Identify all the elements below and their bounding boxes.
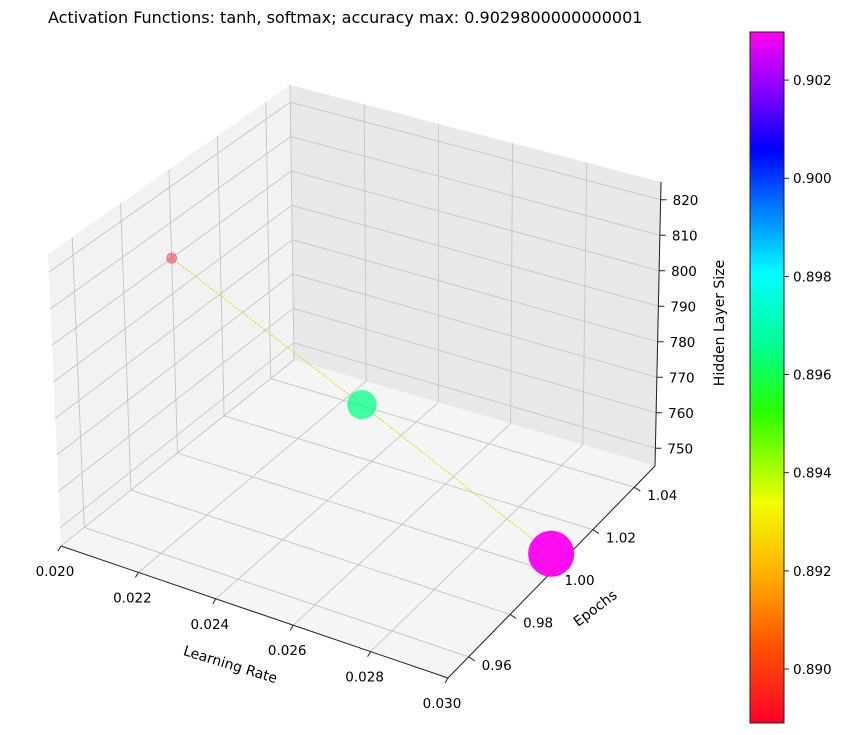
data-layer (166, 252, 575, 577)
x-tick-label: 0.030 (423, 696, 462, 712)
z-tick-label: 750 (667, 441, 693, 457)
y-tick-mark (592, 529, 600, 535)
y-grid-left (216, 135, 225, 416)
z-tick-label: 760 (668, 406, 694, 422)
x-tick-label: 0.024 (190, 617, 229, 633)
x-tick-mark (57, 545, 62, 552)
z-grid-left (50, 136, 292, 310)
z-grid-back (292, 239, 658, 343)
z-tick-label: 790 (670, 299, 696, 315)
x-tick-mark (367, 651, 372, 657)
x-tick-mark (289, 624, 294, 631)
z-tick-label: 780 (670, 335, 696, 351)
z-tick-label: 770 (669, 370, 695, 386)
colorbar-tick-label: 0.902 (793, 73, 832, 89)
colorbar-tick-label: 0.894 (793, 466, 832, 482)
y-tick-label: 0.96 (482, 658, 512, 674)
z-grid-back (290, 101, 661, 201)
data-point (347, 389, 377, 420)
colorbar-tick-label: 0.896 (793, 368, 832, 384)
x-tick-mark (444, 677, 449, 684)
x-grid-back (510, 143, 514, 424)
x-axis-line (60, 545, 449, 679)
back-pane (290, 85, 661, 466)
x-grid-back (289, 84, 295, 361)
series-line (171, 257, 552, 555)
grid-lines (48, 84, 662, 679)
axes-panes (48, 85, 661, 678)
y-grid-floor (177, 452, 552, 573)
z-grid-back (290, 136, 660, 236)
x-grid-back (582, 162, 588, 445)
data-point (528, 530, 575, 577)
x-tick-label: 0.028 (345, 670, 384, 686)
y-grid-left (71, 237, 85, 528)
z-grid-left (55, 239, 293, 419)
z-tick-label: 810 (672, 228, 698, 244)
z-grid-back (291, 204, 659, 307)
x-tick-label: 0.022 (113, 590, 152, 606)
x-tick-label: 0.020 (36, 564, 75, 580)
y-tick-label: 1.02 (606, 531, 636, 547)
colorbar-tick-label: 0.890 (793, 662, 832, 678)
colorbar-tick-label: 0.898 (793, 269, 832, 285)
colorbar-gradient (749, 31, 785, 724)
y-tick-label: 1.04 (647, 488, 677, 504)
y-grid-left (120, 203, 132, 491)
x-axis-label: Learning Rate (181, 643, 279, 687)
z-axis-label: Hidden Layer Size (712, 260, 728, 386)
y-axis-label: Epochs (571, 587, 621, 630)
colorbar: 0.890 0.892 0.894 0.896 0.898 0.900 0.902 (749, 31, 832, 724)
z-grid-back (293, 342, 656, 449)
z-grid-back (293, 308, 657, 414)
x-tick-mark (134, 572, 139, 578)
chart-title: Activation Functions: tanh, softmax; acc… (48, 8, 643, 27)
z-grid-left (56, 273, 294, 456)
z-grid-back (291, 170, 660, 272)
z-grid-left (58, 308, 294, 492)
z-grid-left (59, 342, 295, 529)
colorbar-tick-label: 0.892 (793, 564, 832, 580)
y-tick-mark (634, 486, 641, 492)
y-grid-floor (84, 526, 469, 658)
y-tick-label: 0.98 (523, 615, 553, 631)
y-grid-floor (223, 415, 594, 531)
y-tick-mark (468, 656, 475, 662)
colorbar-tick-label: 0.900 (793, 171, 832, 187)
x-tick-mark (212, 598, 217, 605)
z-grid-left (53, 204, 293, 383)
left-pane (48, 85, 294, 546)
z-tick-label: 820 (673, 193, 699, 209)
floor-pane (61, 360, 655, 678)
z-tick-label: 800 (671, 264, 697, 280)
z-grid-left (48, 101, 291, 273)
z-axis-line (654, 181, 662, 467)
tick-labels: 0.020 0.022 0.024 0.026 0.028 0.030 0.96 0.98 1.… (36, 193, 699, 712)
y-grid-floor (130, 489, 511, 615)
x-grid-back (363, 104, 367, 382)
y-grid-left (265, 101, 272, 379)
y-tick-mark (509, 613, 517, 619)
data-point (166, 252, 178, 264)
x-tick-label: 0.026 (268, 643, 307, 659)
z-grid-back (292, 273, 657, 378)
y-grid-floor (270, 378, 635, 488)
y-tick-label: 1.00 (564, 573, 594, 589)
y-grid-left (168, 169, 178, 454)
